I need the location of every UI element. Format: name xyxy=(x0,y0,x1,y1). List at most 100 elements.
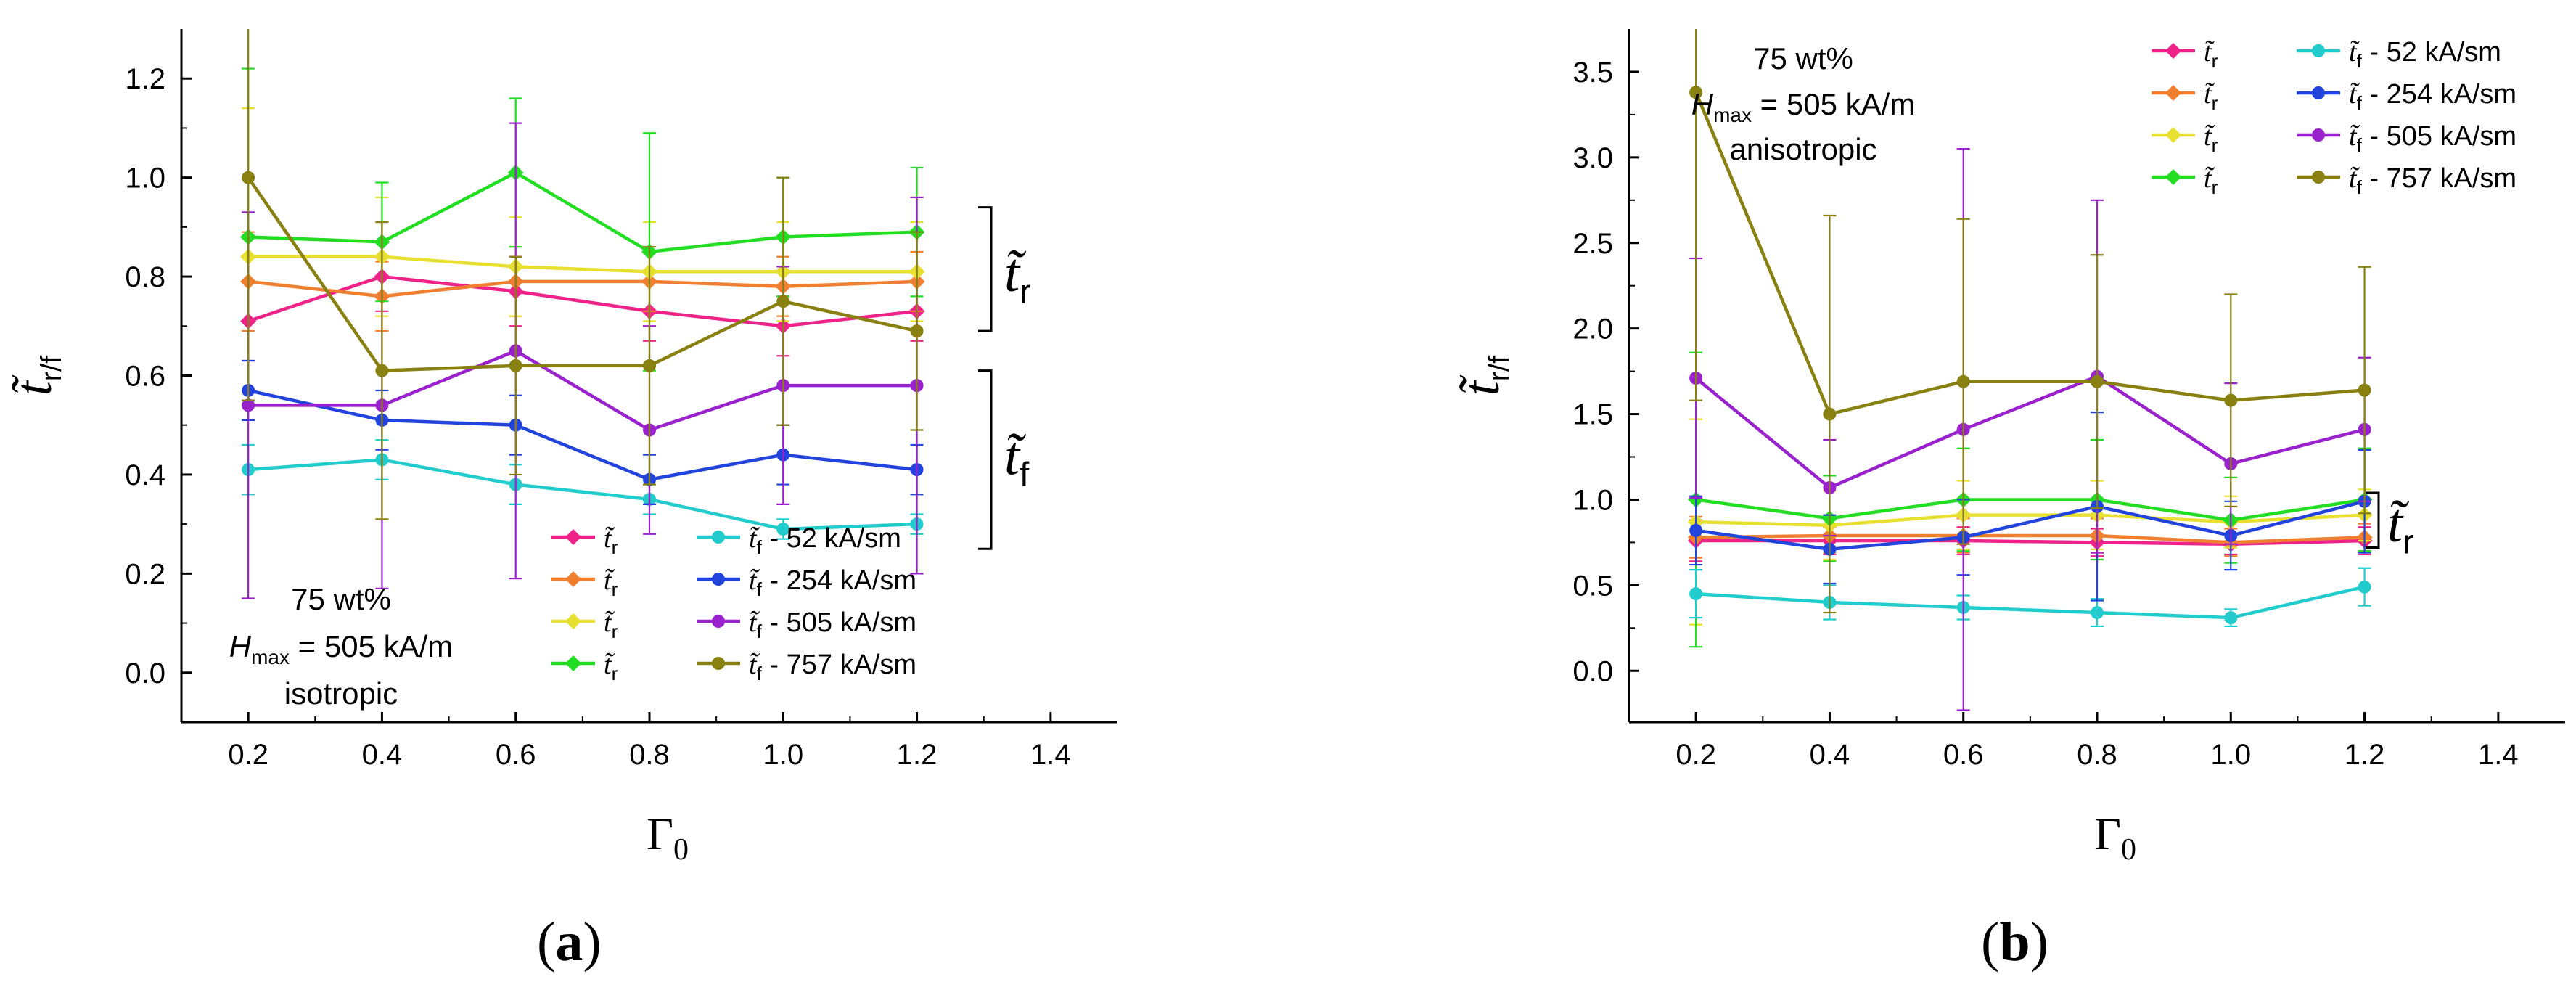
x-tick-label: 0.6 xyxy=(496,739,536,771)
legend-marker xyxy=(565,613,581,629)
x-tick-label: 0.8 xyxy=(629,739,670,771)
y-axis-label: t̃r/f xyxy=(4,355,67,396)
annotation-hmax: Hmax = 505 kA/m xyxy=(1691,87,1916,126)
legend-label: t̃f - 757 kA/sm xyxy=(749,650,916,684)
data-point xyxy=(509,359,522,372)
legend-label: t̃r xyxy=(2204,79,2218,114)
y-tick-label: 2.5 xyxy=(1572,228,1613,260)
y-tick-label: 3.5 xyxy=(1572,57,1613,89)
legend-label: t̃f - 52 kA/sm xyxy=(749,523,901,558)
series-tf-7 xyxy=(242,29,924,520)
panel-label-b: (b) xyxy=(1981,912,2048,973)
chart-panel-a: 0.0 0.2 0.4 0.6 0.8 1.0 1.2 0.2 0.4 0.6 0.8 1.0 1.2 1… xyxy=(4,29,1117,867)
y-tick-label: 1.0 xyxy=(1572,484,1613,516)
chart-panel-b: 0.0 0.5 1.0 1.5 2.0 2.5 3.0 3.5 0.2 0.4 0.6 0.8 1.0 1… xyxy=(1452,29,2565,867)
x-tick-label: 1.2 xyxy=(897,739,938,771)
legend-marker xyxy=(712,657,725,670)
series-tf-4 xyxy=(1689,567,2371,628)
series-line xyxy=(1696,513,2365,528)
legend-marker xyxy=(2312,86,2325,99)
data-point xyxy=(910,324,924,338)
legend-marker xyxy=(2165,85,2181,101)
legend-label: t̃r xyxy=(604,607,618,642)
series-line xyxy=(248,348,917,432)
legend-label: t̃r xyxy=(2204,37,2218,72)
data-point xyxy=(2358,580,2371,594)
series-line xyxy=(247,176,918,372)
x-tick-label: 0.4 xyxy=(1810,739,1850,771)
data-point xyxy=(2224,393,2238,407)
x-tick-label: 0.6 xyxy=(1943,739,1984,771)
series-line xyxy=(247,274,917,328)
legend-label: t̃r xyxy=(2204,121,2218,156)
annotation-hmax: Hmax = 505 kA/m xyxy=(229,629,454,668)
annotation-mode: anisotropic xyxy=(1729,132,1876,166)
x-tick-label: 1.2 xyxy=(2345,739,2385,771)
legend-marker xyxy=(2312,128,2325,142)
series-line xyxy=(248,255,917,274)
bracket-r-label: t̃r xyxy=(1004,242,1031,311)
data-point xyxy=(2091,606,2104,620)
series-tr-3 xyxy=(240,67,925,406)
legend-marker xyxy=(2312,171,2325,184)
bracket-r-label: t̃r xyxy=(2387,493,2414,561)
series-line xyxy=(1695,499,2366,552)
legend-marker xyxy=(565,529,581,545)
legend-label: t̃f - 505 kA/sm xyxy=(749,607,916,642)
series-line xyxy=(247,388,917,482)
series-line xyxy=(1694,374,2366,490)
y-axis-label: t̃r/f xyxy=(1452,355,1515,396)
y-tick-label: 0.8 xyxy=(125,261,165,293)
data-point xyxy=(375,364,389,377)
series-tr-0 xyxy=(240,241,925,362)
y-tick-label: 0.6 xyxy=(125,361,165,393)
legend-marker xyxy=(2165,169,2181,185)
series-line xyxy=(248,171,917,254)
panel-label-a: (a) xyxy=(537,912,602,973)
legend-label: t̃r xyxy=(604,565,618,600)
series-line xyxy=(1696,533,2365,544)
data-point xyxy=(1689,587,1703,601)
series-tf-5 xyxy=(1689,412,2371,602)
bracket-f-label: t̃f xyxy=(1004,425,1030,494)
legend-marker xyxy=(712,573,725,586)
y-tick-label: 0.0 xyxy=(125,658,165,689)
series-line xyxy=(1695,585,2366,620)
x-tick-label: 1.0 xyxy=(763,739,803,771)
annotation-mode: isotropic xyxy=(284,676,398,711)
data-point xyxy=(1956,374,1970,388)
legend-marker xyxy=(2312,44,2325,57)
y-tick-label: 1.0 xyxy=(125,163,165,195)
series-tf-5 xyxy=(242,359,924,505)
x-tick-label: 1.4 xyxy=(1030,739,1071,771)
legend-marker xyxy=(712,531,725,544)
series-line xyxy=(1695,498,2365,523)
annotation-concentration: 75 wt% xyxy=(1753,41,1853,75)
legend-marker xyxy=(2165,43,2181,59)
series-tf-6 xyxy=(1689,147,2371,711)
series-line xyxy=(1696,539,2365,546)
series-tf-7 xyxy=(1689,29,2371,614)
data-point xyxy=(643,359,656,372)
legend-marker xyxy=(565,571,581,587)
y-tick-label: 1.5 xyxy=(1572,399,1613,431)
bracket-r xyxy=(2366,491,2380,549)
y-tick-label: 2.0 xyxy=(1572,314,1613,345)
x-axis-label: Γ0 xyxy=(647,808,689,867)
legend-marker xyxy=(712,615,725,628)
data-point xyxy=(242,171,255,184)
legend-label: t̃f - 505 kA/sm xyxy=(2349,121,2516,156)
legend-marker xyxy=(2165,127,2181,143)
series-line xyxy=(247,458,917,531)
data-point xyxy=(776,522,790,536)
data-point xyxy=(1689,86,1703,99)
legend-label: t̃f - 52 kA/sm xyxy=(2349,37,2501,72)
series-tr-2 xyxy=(240,107,925,406)
data-point xyxy=(2091,374,2104,388)
legend-marker xyxy=(565,655,581,671)
series-line xyxy=(247,279,917,298)
series-line xyxy=(1694,91,2365,417)
legend: t̃r t̃r t̃r t̃r t̃f - 52 kA/sm t̃f - 254 kA/s… xyxy=(551,523,916,684)
x-tick-label: 0.2 xyxy=(228,739,268,771)
